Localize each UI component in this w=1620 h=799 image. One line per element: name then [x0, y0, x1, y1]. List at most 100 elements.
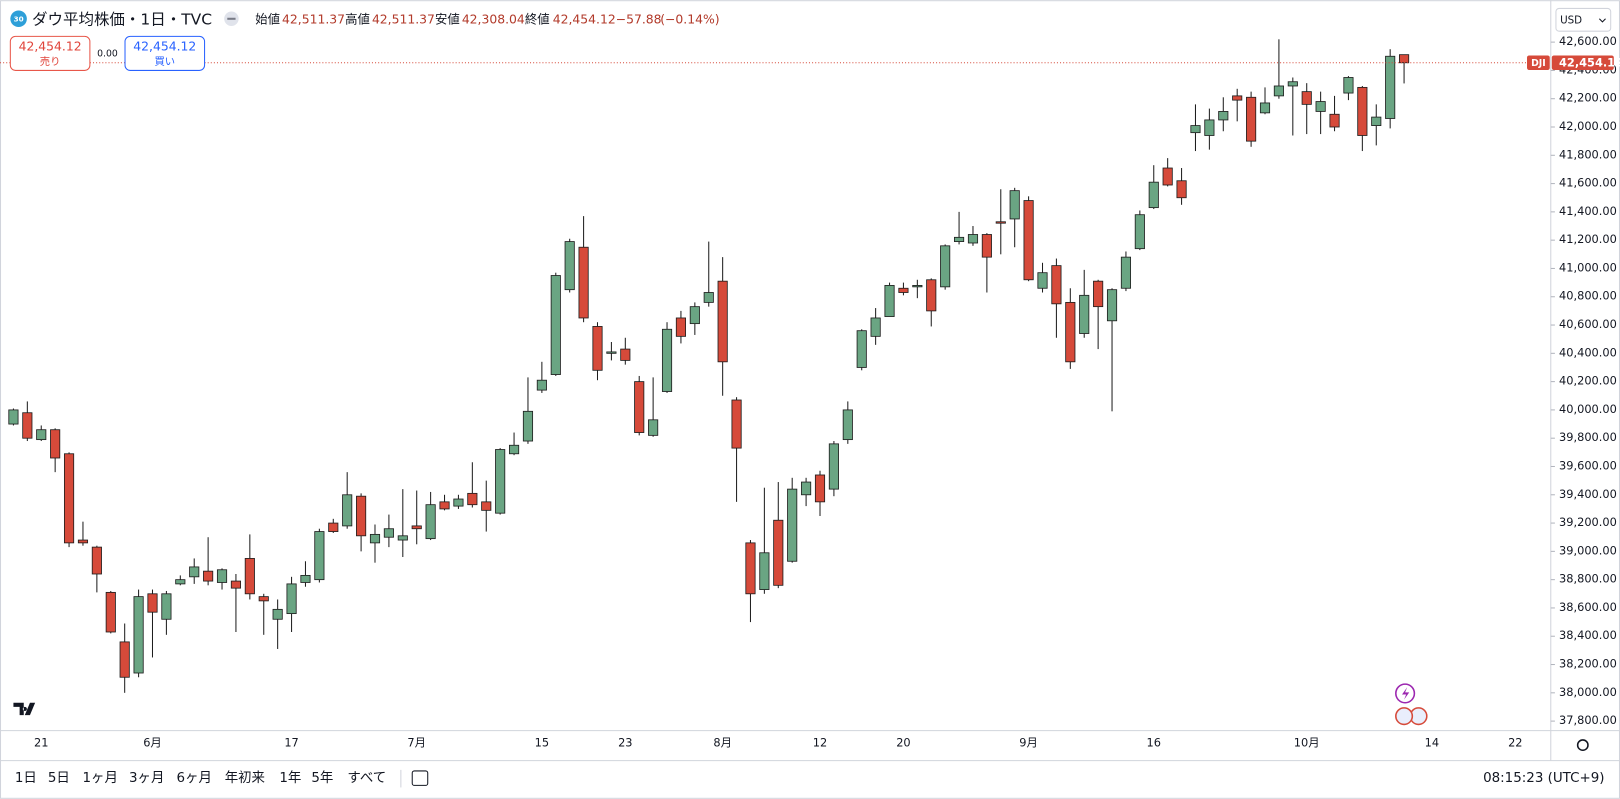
y-tick-label: 38,800.00: [1559, 572, 1617, 586]
candle-body: [1315, 101, 1326, 112]
spread: 0.00: [97, 48, 118, 59]
candle-body: [314, 531, 325, 581]
low-value: 42,308.04: [462, 11, 525, 26]
candle-body: [620, 348, 631, 361]
candle-body: [328, 522, 339, 532]
range-button[interactable]: すべて: [347, 770, 386, 786]
candle-body: [481, 501, 492, 511]
high-value: 42,511.37: [372, 11, 435, 26]
candle-body: [147, 593, 158, 613]
candle-body: [578, 246, 589, 319]
candle-body: [661, 328, 673, 392]
last-price-tag: [1551, 55, 1614, 70]
y-tick-label: 41,000.00: [1559, 260, 1617, 274]
candle-body: [1329, 113, 1340, 128]
candle-body: [1287, 81, 1298, 87]
candle-body: [731, 399, 742, 449]
candle-body: [1204, 119, 1215, 136]
candle-body: [981, 234, 992, 258]
currency-selector[interactable]: [1555, 7, 1612, 32]
y-tick-label: 39,400.00: [1559, 487, 1617, 501]
candle-body: [884, 285, 895, 317]
candle-body: [1162, 167, 1173, 186]
candle-body: [397, 535, 408, 541]
flag-icon[interactable]: [1395, 707, 1414, 726]
candle-body: [759, 552, 770, 590]
low-label: 安値: [435, 11, 460, 26]
candle-body: [801, 481, 812, 496]
candle-body: [522, 410, 534, 442]
buy-price: 42,454.12: [133, 39, 196, 54]
y-tick-label: 37,800.00: [1559, 713, 1617, 727]
y-tick-label: 38,000.00: [1559, 685, 1617, 699]
buy-button[interactable]: [124, 35, 206, 71]
candle-body: [63, 453, 75, 544]
sell-button[interactable]: [9, 35, 91, 71]
candle-body: [995, 221, 1006, 224]
range-button[interactable]: 5年: [311, 770, 333, 786]
settings-icon[interactable]: [1576, 739, 1589, 752]
candle-body: [1093, 280, 1104, 308]
candle-body: [592, 326, 603, 371]
y-tick-label: 39,800.00: [1559, 430, 1617, 444]
candle-body: [1371, 116, 1382, 126]
x-tick-label: 10月: [1294, 736, 1320, 750]
candle-body: [1259, 102, 1271, 114]
candle-body: [1246, 96, 1257, 142]
candle-body: [745, 542, 756, 595]
candle-body: [244, 558, 255, 595]
x-tick-label: 15: [535, 736, 549, 750]
candle-body: [383, 528, 394, 538]
candle-body: [940, 245, 951, 288]
candle-body: [1343, 77, 1354, 94]
range-button[interactable]: 1日: [15, 771, 37, 786]
candle-body: [356, 495, 367, 537]
toolbar: 1日 5日 1ヶ月 3ヶ月 6ヶ月 年初来 1年 5年 すべて: [15, 770, 386, 786]
range-button[interactable]: 1ヶ月: [83, 771, 118, 786]
candle-body: [1190, 125, 1201, 134]
candle-body: [342, 494, 353, 527]
candle-body: [550, 275, 561, 375]
x-tick-label: 9月: [1019, 736, 1038, 750]
candle-body: [1218, 111, 1229, 121]
symbol-title[interactable]: ダウ平均株価・1日・TVC: [32, 10, 212, 28]
x-tick-label: 17: [284, 736, 298, 750]
y-tick-label: 41,800.00: [1559, 147, 1617, 161]
y-tick-label: 42,000.00: [1559, 119, 1617, 133]
range-button[interactable]: 年初来: [225, 770, 265, 786]
close-label: 終値: [525, 11, 550, 26]
candle-body: [689, 306, 700, 325]
candle-body: [1357, 86, 1368, 136]
range-button[interactable]: 1年: [279, 770, 301, 786]
x-tick-label: 14: [1425, 736, 1439, 750]
range-button[interactable]: 6ヶ月: [177, 771, 212, 786]
candle-body: [1301, 91, 1312, 105]
candle-body: [912, 285, 923, 288]
candle-body: [161, 593, 172, 620]
candle-body: [495, 449, 506, 514]
candle-body: [300, 574, 311, 583]
y-tick-label: 41,400.00: [1559, 204, 1617, 218]
candle-body: [634, 381, 645, 433]
range-button[interactable]: 3ヶ月: [129, 771, 164, 786]
candle-body: [675, 317, 686, 337]
x-tick-label: 23: [618, 736, 632, 750]
range-button[interactable]: 5日: [48, 771, 70, 786]
candle-body: [189, 566, 200, 578]
y-tick-label: 40,000.00: [1559, 402, 1617, 416]
x-tick-label: 20: [896, 736, 910, 750]
date-range-icon[interactable]: [411, 770, 429, 786]
x-tick-label: 6月: [143, 736, 162, 750]
candle-body: [467, 492, 478, 506]
candle-body: [105, 591, 116, 633]
candle-body: [842, 409, 853, 441]
candle-body: [216, 569, 228, 583]
badge-text: 30: [14, 14, 24, 23]
x-tick-label: 7月: [407, 736, 426, 750]
candle-body: [870, 317, 881, 337]
chevron: [1598, 18, 1606, 23]
candle-body: [814, 474, 826, 503]
candle-body: [1176, 180, 1187, 199]
